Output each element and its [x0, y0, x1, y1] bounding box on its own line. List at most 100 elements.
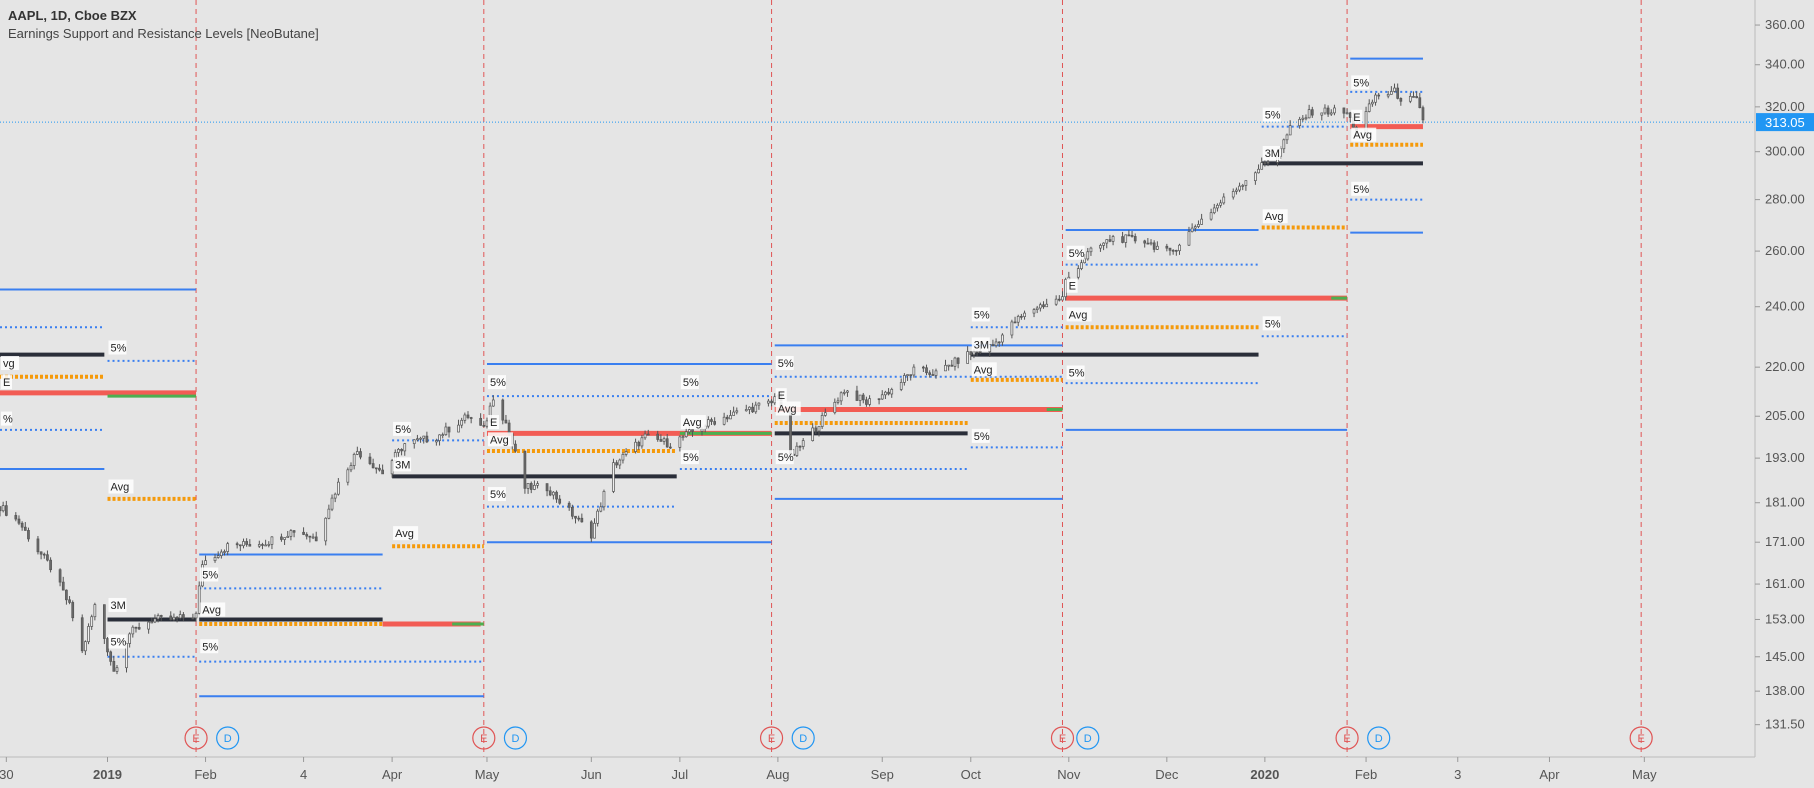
candle-body — [529, 483, 533, 490]
price-tick-label: 360.00 — [1765, 17, 1805, 32]
candle-body — [378, 467, 381, 471]
candle-body — [978, 350, 982, 353]
candle-body — [548, 490, 552, 496]
candle-body — [14, 515, 18, 520]
candle-body — [1045, 303, 1049, 308]
candle-body — [223, 551, 226, 553]
candle-body — [23, 526, 27, 531]
candle-body — [1193, 226, 1197, 229]
candle-body — [403, 443, 407, 452]
candle-body — [820, 415, 824, 427]
level-label-box — [487, 487, 506, 502]
candle-body — [289, 530, 293, 537]
candle-body — [1133, 236, 1137, 242]
level-label-box — [1262, 209, 1288, 224]
candle-body — [504, 419, 508, 424]
level-label-box — [108, 479, 134, 494]
candle-body — [814, 427, 818, 432]
candle-body — [197, 585, 201, 614]
level-label-box — [393, 421, 412, 436]
candle-body — [460, 419, 464, 426]
time-tick-label: Oct — [961, 767, 982, 782]
level-label-box — [1066, 365, 1085, 380]
candle-body — [1143, 240, 1147, 244]
candle-body — [1301, 117, 1305, 120]
candle-body — [46, 554, 49, 561]
candle-body — [115, 667, 119, 672]
candle-body — [1238, 185, 1241, 191]
candle-body — [153, 618, 157, 623]
level-label: 3M — [111, 600, 126, 612]
level-label-box — [487, 432, 513, 447]
event-marker-letter: E — [768, 733, 775, 745]
candle-body — [397, 449, 400, 453]
candle-body — [1396, 87, 1400, 99]
candle-body — [1408, 96, 1412, 102]
price-tick-label: 280.00 — [1765, 192, 1805, 207]
level-label: 5% — [974, 309, 990, 321]
candle-body — [257, 544, 261, 547]
candle-body — [558, 498, 562, 504]
candle-body — [264, 544, 267, 547]
candle-body — [1219, 202, 1222, 206]
candle-body — [1390, 91, 1393, 95]
candle-body — [1285, 134, 1289, 141]
time-tick-label: Apr — [1539, 767, 1560, 782]
candle-body — [536, 483, 539, 486]
price-tick-label: 171.00 — [1765, 534, 1805, 549]
price-tick-label: 320.00 — [1765, 99, 1805, 114]
level-label-box — [200, 602, 226, 617]
candle-body — [261, 544, 264, 546]
candle-body — [159, 615, 163, 617]
candle-body — [324, 517, 328, 542]
candle-body — [1190, 227, 1194, 233]
level-label-box — [1262, 107, 1281, 122]
time-tick-label: Aug — [766, 767, 789, 782]
candle-body — [526, 483, 530, 489]
candle-body — [1374, 94, 1377, 103]
level-label: 5% — [974, 431, 990, 443]
candle-body — [359, 451, 362, 458]
level-label-box — [393, 457, 412, 472]
level-label: E — [3, 377, 10, 389]
candle-body — [134, 626, 138, 629]
level-label-box — [1, 356, 19, 371]
candle-body — [751, 406, 754, 413]
candle-body — [823, 412, 827, 416]
candle-body — [283, 537, 286, 540]
candle-body — [865, 399, 868, 405]
candle-body — [903, 375, 906, 383]
candle-body — [1200, 218, 1203, 225]
candle-body — [811, 427, 815, 441]
candle-body — [1333, 107, 1336, 114]
candle-body — [1187, 231, 1191, 246]
level-label: 5% — [1069, 248, 1085, 260]
candle-body — [27, 530, 30, 540]
level-label: E — [490, 417, 497, 429]
candle-body — [109, 651, 113, 662]
candle-body — [1212, 207, 1216, 214]
price-tick-label: 138.00 — [1765, 683, 1805, 698]
time-tick-label: 4 — [300, 767, 307, 782]
level-label-box — [971, 307, 990, 322]
candle-body — [106, 638, 109, 653]
candle-body — [368, 456, 372, 464]
candle-body — [374, 467, 378, 470]
dividend-marker — [1367, 726, 1391, 750]
candle-body — [39, 551, 43, 555]
time-tick-label: Jun — [581, 767, 602, 782]
candle-body — [112, 661, 116, 672]
candle-body — [596, 510, 599, 524]
candle-body — [1127, 234, 1131, 237]
candle-body — [757, 402, 761, 406]
candle-body — [68, 599, 71, 603]
level-label-box — [200, 567, 219, 582]
candle-body — [346, 469, 350, 483]
candle-body — [482, 424, 486, 427]
level-label-box — [1351, 75, 1370, 90]
candle-body — [1266, 162, 1270, 164]
candle-body — [1260, 162, 1264, 170]
time-tick-label: May — [1632, 767, 1657, 782]
candle-body — [858, 394, 862, 401]
